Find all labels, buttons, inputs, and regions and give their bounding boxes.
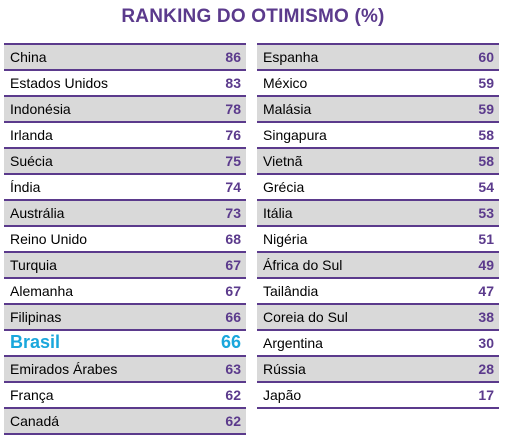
optimism-value: 59 [478,101,494,117]
table-row: China 86 [4,43,246,71]
table-row: França 62 [4,383,246,409]
table-row: Austrália 73 [4,201,246,227]
optimism-value: 28 [478,361,494,377]
country-name: México [263,75,308,91]
country-name: Japão [263,387,302,403]
table-row: Argentina 30 [257,331,499,357]
optimism-value: 60 [478,49,494,65]
table-row-highlight: Brasil 66 [4,331,246,357]
optimism-value: 66 [220,332,241,352]
table-row: Rússia 28 [257,357,499,383]
optimism-value: 76 [225,127,241,143]
country-name: Espanha [263,49,319,65]
optimism-value: 30 [478,335,494,351]
country-name: Estados Unidos [10,75,109,91]
optimism-value: 63 [225,361,241,377]
optimism-value: 53 [478,205,494,221]
country-name: Índia [10,179,41,195]
country-name: Grécia [263,179,305,195]
country-name: Austrália [10,205,65,221]
optimism-value: 67 [225,257,241,273]
optimism-value: 47 [478,283,494,299]
optimism-value: 74 [225,179,241,195]
country-name: Rússia [263,361,306,377]
table-row: Vietnã 58 [257,149,499,175]
ranking-table-left: China 86 Estados Unidos 83 Indonésia 78 Irland… [4,43,246,435]
country-name: Vietnã [263,153,303,169]
table-row: Tailândia 47 [257,279,499,305]
table-row: Reino Unido 68 [4,227,246,253]
table-row: Singapura 58 [257,123,499,149]
table-row: Turquia 67 [4,253,246,279]
table-row: Indonésia 78 [4,97,246,123]
country-name: África do Sul [263,257,343,273]
table-row: Itália 53 [257,201,499,227]
optimism-value: 17 [478,387,494,403]
optimism-value: 62 [225,387,241,403]
optimism-value: 68 [225,231,241,247]
country-name: Brasil [10,332,61,352]
table-row: Nigéria 51 [257,227,499,253]
country-name: Turquia [10,257,57,273]
table-row: Japão 17 [257,383,499,409]
table-row: Irlanda 76 [4,123,246,149]
country-name: Malásia [263,101,312,117]
optimism-value: 51 [478,231,494,247]
optimism-value: 67 [225,283,241,299]
country-name: Singapura [263,127,327,143]
optimism-value: 83 [225,75,241,91]
chart-title: RANKING DO OTIMISMO (%) [121,6,385,27]
table-row: Coreia do Sul 38 [257,305,499,331]
country-name: Suécia [10,153,53,169]
optimism-value: 59 [478,75,494,91]
optimism-value: 78 [225,101,241,117]
optimism-value: 54 [478,179,494,195]
country-name: Filipinas [10,309,62,325]
table-row: Canadá 62 [4,409,246,435]
ranking-table-right: Espanha 60 México 59 Malásia 59 Singapura 58 Vie… [257,43,499,409]
optimism-value: 73 [225,205,241,221]
optimism-value: 86 [225,49,241,65]
optimism-value: 62 [225,413,241,429]
country-name: Reino Unido [10,231,88,247]
table-row: Alemanha 67 [4,279,246,305]
table-row: Malásia 59 [257,97,499,123]
table-row: África do Sul 49 [257,253,499,279]
country-name: Coreia do Sul [263,309,348,325]
optimism-value: 75 [225,153,241,169]
country-name: Nigéria [263,231,308,247]
country-name: Canadá [10,413,60,429]
optimism-value: 58 [478,153,494,169]
table-row: Índia 74 [4,175,246,201]
country-name: Tailândia [263,283,319,299]
table-row: Espanha 60 [257,43,499,71]
country-name: Indonésia [10,101,71,117]
country-name: Argentina [263,335,323,351]
optimism-value: 66 [225,309,241,325]
country-name: Itália [263,205,293,221]
country-name: Irlanda [10,127,53,143]
optimism-value: 49 [478,257,494,273]
country-name: China [10,49,47,65]
country-name: Emirados Árabes [10,361,118,377]
table-row: Filipinas 66 [4,305,246,331]
table-row: Grécia 54 [257,175,499,201]
optimism-value: 58 [478,127,494,143]
country-name: Alemanha [10,283,74,299]
optimism-value: 38 [478,309,494,325]
country-name: França [10,387,54,403]
table-row: Emirados Árabes 63 [4,357,246,383]
table-row: Estados Unidos 83 [4,71,246,97]
table-row: Suécia 75 [4,149,246,175]
table-row: México 59 [257,71,499,97]
